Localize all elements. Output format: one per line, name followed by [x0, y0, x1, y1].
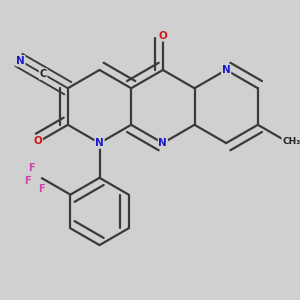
Text: F: F: [28, 163, 34, 173]
Text: F: F: [38, 184, 45, 194]
Text: O: O: [34, 136, 42, 146]
Text: N: N: [16, 56, 25, 66]
Text: F: F: [24, 176, 30, 186]
Text: N: N: [95, 138, 104, 148]
Text: O: O: [158, 31, 167, 41]
Text: CH₃: CH₃: [282, 137, 300, 146]
Text: N: N: [222, 65, 230, 75]
Text: N: N: [158, 138, 167, 148]
Text: C: C: [40, 69, 47, 79]
